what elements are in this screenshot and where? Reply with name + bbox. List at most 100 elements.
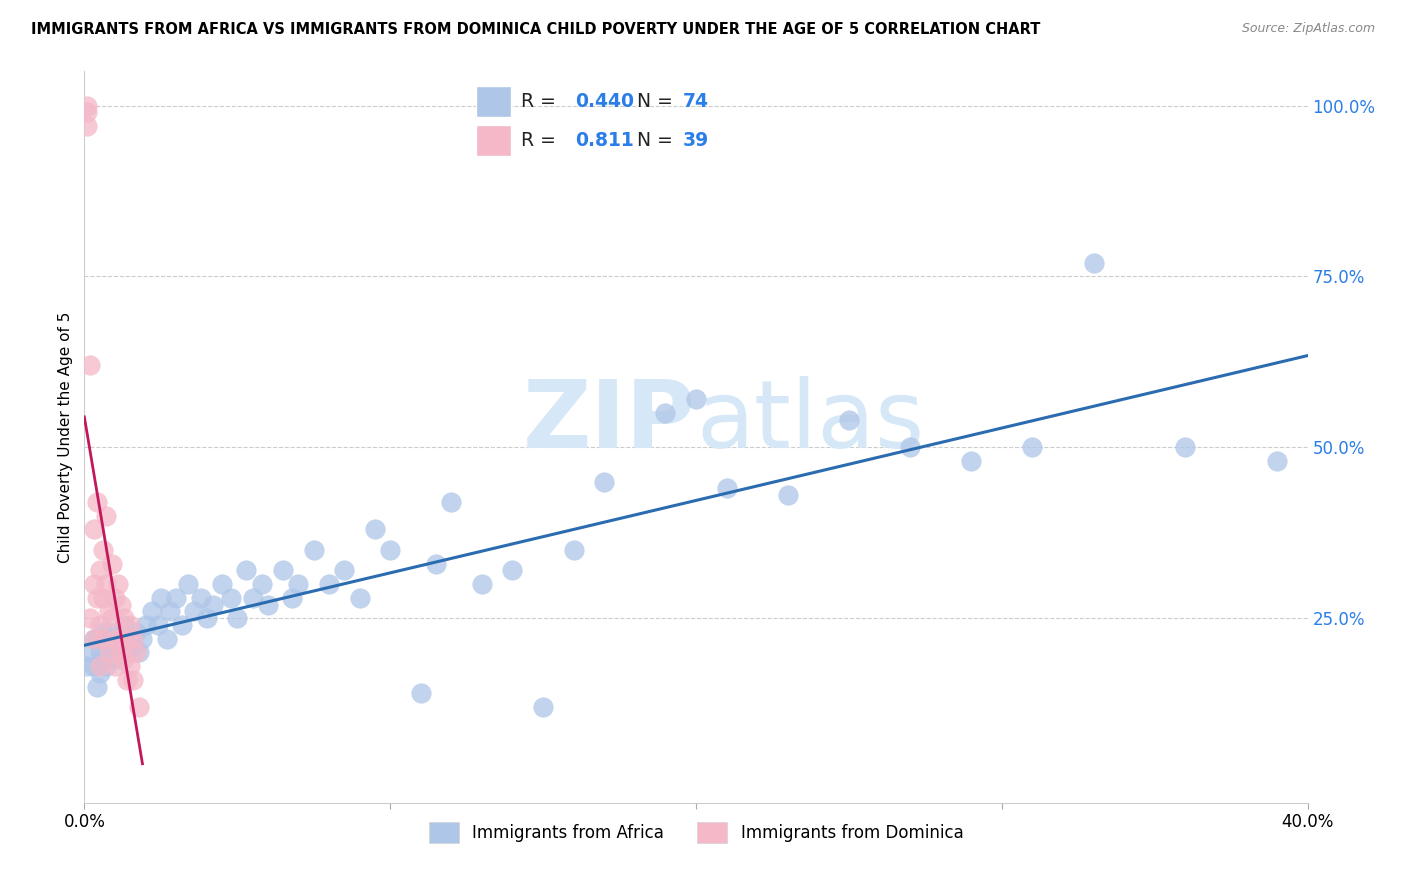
Point	[86, 495, 108, 509]
Point	[94, 508, 117, 523]
Point	[122, 673, 145, 687]
Point	[107, 645, 129, 659]
Point	[91, 652, 114, 666]
Point	[201, 598, 224, 612]
Point	[219, 591, 242, 605]
Point	[177, 577, 200, 591]
Point	[86, 632, 108, 646]
Point	[960, 454, 983, 468]
Point	[94, 659, 117, 673]
Point	[195, 611, 218, 625]
Point	[89, 618, 111, 632]
Point	[122, 639, 145, 653]
Point	[471, 577, 494, 591]
Point	[83, 577, 105, 591]
Point	[125, 645, 148, 659]
Point	[89, 659, 111, 673]
Point	[349, 591, 371, 605]
Point	[190, 591, 212, 605]
Point	[115, 645, 138, 659]
Point	[380, 542, 402, 557]
Point	[110, 598, 132, 612]
Point	[1174, 440, 1197, 454]
Point	[716, 481, 738, 495]
Point	[91, 632, 114, 646]
Point	[101, 611, 124, 625]
Legend: Immigrants from Africa, Immigrants from Dominica: Immigrants from Africa, Immigrants from …	[422, 815, 970, 849]
Point	[104, 591, 127, 605]
Point	[159, 604, 181, 618]
Point	[110, 645, 132, 659]
Point	[146, 618, 169, 632]
Point	[89, 563, 111, 577]
Point	[135, 618, 157, 632]
Point	[776, 488, 799, 502]
Point	[89, 645, 111, 659]
Point	[104, 652, 127, 666]
Point	[531, 700, 554, 714]
Point	[94, 577, 117, 591]
Point	[110, 632, 132, 646]
Point	[425, 557, 447, 571]
Point	[149, 591, 172, 605]
Point	[250, 577, 273, 591]
Y-axis label: Child Poverty Under the Age of 5: Child Poverty Under the Age of 5	[58, 311, 73, 563]
Point	[156, 632, 179, 646]
Point	[83, 659, 105, 673]
Point	[107, 577, 129, 591]
Point	[364, 522, 387, 536]
Point	[318, 577, 340, 591]
Point	[112, 618, 135, 632]
Point	[125, 624, 148, 639]
Point	[91, 624, 114, 639]
Point	[79, 645, 101, 659]
Text: Source: ZipAtlas.com: Source: ZipAtlas.com	[1241, 22, 1375, 36]
Point	[128, 645, 150, 659]
Text: ZIP: ZIP	[523, 376, 696, 468]
Point	[1021, 440, 1043, 454]
Point	[115, 673, 138, 687]
Point	[281, 591, 304, 605]
Point	[128, 700, 150, 714]
Point	[226, 611, 249, 625]
Point	[172, 618, 194, 632]
Point	[83, 632, 105, 646]
Point	[101, 557, 124, 571]
Point	[107, 632, 129, 646]
Point	[562, 542, 585, 557]
Point	[112, 611, 135, 625]
Point	[1265, 454, 1288, 468]
Point	[242, 591, 264, 605]
Point	[1083, 256, 1105, 270]
Point	[97, 645, 120, 659]
Point	[120, 618, 142, 632]
Point	[898, 440, 921, 454]
Point	[76, 105, 98, 120]
Point	[101, 632, 124, 646]
Point	[120, 632, 142, 646]
Point	[94, 639, 117, 653]
Point	[120, 659, 142, 673]
Point	[838, 413, 860, 427]
Point	[79, 359, 101, 373]
Point	[235, 563, 257, 577]
Point	[104, 639, 127, 653]
Point	[104, 659, 127, 673]
Point	[97, 645, 120, 659]
Point	[211, 577, 233, 591]
Point	[440, 495, 463, 509]
Point	[112, 652, 135, 666]
Point	[122, 632, 145, 646]
Point	[131, 632, 153, 646]
Point	[165, 591, 187, 605]
Text: IMMIGRANTS FROM AFRICA VS IMMIGRANTS FROM DOMINICA CHILD POVERTY UNDER THE AGE O: IMMIGRANTS FROM AFRICA VS IMMIGRANTS FRO…	[31, 22, 1040, 37]
Point	[333, 563, 356, 577]
Point	[685, 392, 707, 407]
Point	[79, 611, 101, 625]
Point	[115, 632, 138, 646]
Point	[86, 680, 108, 694]
Point	[593, 475, 616, 489]
Point	[104, 632, 127, 646]
Point	[141, 604, 163, 618]
Point	[76, 98, 98, 112]
